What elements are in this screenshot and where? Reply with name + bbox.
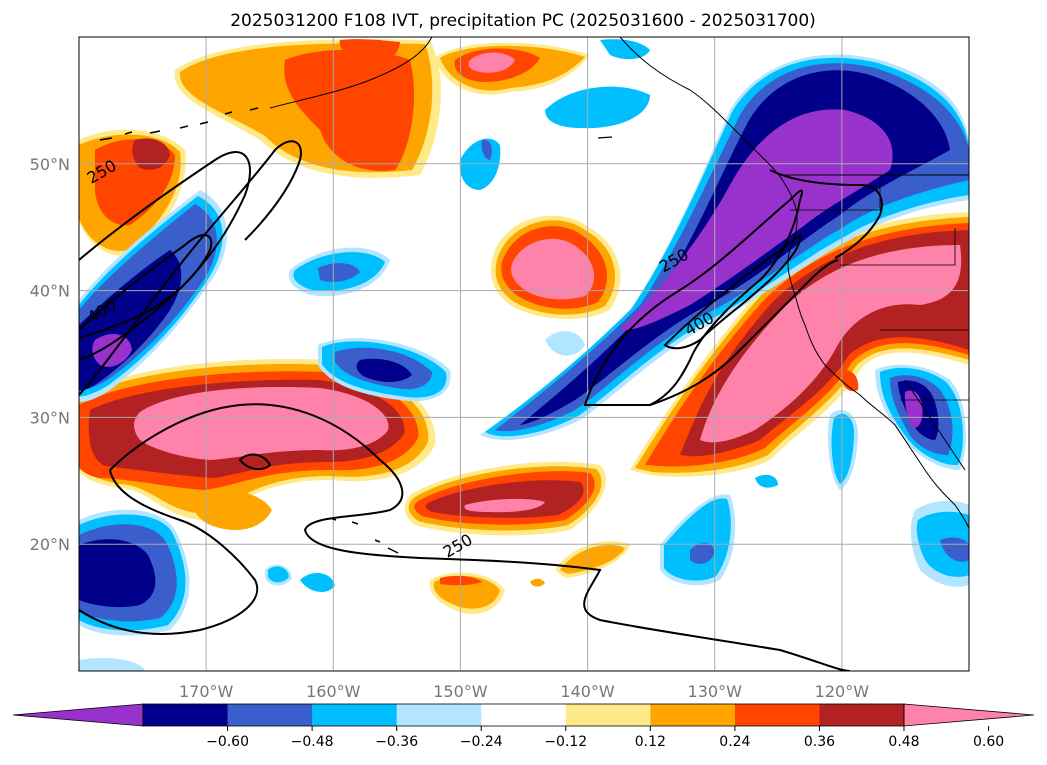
fill-strong-neg	[620, 109, 893, 331]
fill-p2c	[530, 578, 545, 587]
ivt-contour-250-east	[583, 189, 803, 406]
colorbar-frame	[142, 703, 905, 727]
ivt-contour-250-south	[109, 403, 851, 671]
ivt-contour-400-south	[238, 453, 272, 471]
lat-tick-label: 50°N	[30, 155, 70, 174]
colorbar-extend-low	[12, 703, 144, 727]
fill-l3g	[268, 566, 289, 583]
lon-tick-label: 140°W	[560, 682, 615, 701]
ivt-contour-250-ne	[769, 169, 883, 259]
fill-l3j	[755, 474, 778, 488]
fill-l1b	[79, 539, 156, 608]
lat-tick-label: 30°N	[30, 408, 70, 427]
lat-tick-label: 40°N	[30, 282, 70, 301]
ivt-contour-250-west	[79, 151, 251, 361]
region-hawaii-positive	[429, 541, 630, 614]
graticule	[79, 37, 969, 671]
fill-p4	[132, 138, 170, 170]
fill-l3i	[831, 414, 854, 484]
ivt-contour-250-east-2	[649, 259, 839, 406]
precip-pc-field	[79, 39, 969, 671]
colorbar-tick-label: 0.12	[635, 734, 666, 750]
fill-l2c	[481, 139, 493, 160]
colorbar-swatch	[227, 704, 313, 726]
figure-title: 2025031200 F108 IVT, precipitation PC (2…	[230, 11, 816, 31]
colorbar-tick-label: −0.60	[206, 734, 249, 750]
ivt-contours	[79, 140, 883, 671]
fill-l3h	[300, 573, 335, 592]
colorbar-extend-high	[903, 703, 1035, 727]
fill-p5	[511, 238, 595, 300]
lon-tick-label: 120°W	[815, 682, 870, 701]
map-frame	[78, 36, 970, 672]
colorbar-swatch	[481, 704, 567, 726]
fill-p5	[134, 387, 389, 460]
colorbar-tick-label: 0.36	[804, 734, 835, 750]
fill-l4b	[545, 330, 585, 356]
lat-tick-label: 20°N	[30, 535, 70, 554]
baja-coast	[904, 379, 966, 471]
colorbar-tick-label: −0.24	[460, 734, 503, 750]
aleutian-islands	[99, 107, 259, 141]
colorbar-swatch	[143, 704, 229, 726]
alaska-coast	[269, 37, 433, 109]
colorbar-tick-label: 0.60	[973, 734, 1004, 750]
fill-l3e	[600, 39, 650, 60]
region-alaska-positive	[174, 39, 441, 178]
fill-p5	[464, 498, 545, 513]
fill-p3b	[840, 369, 859, 392]
fill-l3f	[664, 498, 731, 581]
island-small	[597, 136, 613, 139]
fill-l1b	[356, 358, 412, 382]
colorbar: −0.60 −0.48 −0.36 −0.24 −0.12 0.12 0.24 0.36 0.4…	[12, 703, 1035, 750]
fill-l2f	[690, 542, 715, 564]
ivt-contour-250-outer	[79, 140, 302, 396]
fill-p5	[700, 245, 962, 443]
colorbar-tick-label: 0.24	[719, 734, 750, 750]
state-border-1	[790, 175, 881, 211]
fill-l2l	[940, 537, 969, 562]
fill-p3	[284, 49, 415, 171]
lon-tick-label: 150°W	[433, 682, 488, 701]
fill-p5	[468, 52, 515, 73]
ivt-contour-400-east	[663, 232, 802, 350]
ivt-contour-250-south-inner	[79, 469, 258, 635]
lon-tick-labels: 170°W 160°W 150°W 140°W 130°W 120°W	[179, 682, 869, 701]
ivt-contour-400-west	[79, 234, 213, 339]
fill-p2b	[193, 490, 272, 530]
region-southern-positive	[404, 461, 606, 536]
lon-tick-label: 170°W	[179, 682, 234, 701]
colorbar-tick-label: −0.48	[291, 734, 334, 750]
colorbar-swatch	[565, 704, 651, 726]
state-border-2	[840, 228, 956, 266]
colorbar-swatch	[396, 704, 482, 726]
colorbar-tick-label: 0.48	[888, 734, 919, 750]
fill-l2	[318, 263, 360, 282]
fill-p3	[440, 575, 482, 586]
lon-tick-label: 130°W	[688, 682, 743, 701]
fill-l3d	[545, 86, 650, 129]
colorbar-swatch	[734, 704, 820, 726]
colorbar-swatch	[312, 704, 398, 726]
bc-coast	[619, 37, 969, 529]
colorbar-swatch	[650, 704, 736, 726]
fill-p3b	[339, 39, 400, 64]
region-aleutian-positive	[435, 42, 590, 95]
lon-tick-label: 160°W	[306, 682, 361, 701]
colorbar-tick-label: −0.36	[375, 734, 418, 750]
lat-tick-labels: 20°N 30°N 40°N 50°N	[30, 155, 70, 554]
colorbar-tick-label: −0.12	[544, 734, 587, 750]
fill-l4m	[79, 658, 145, 671]
colorbar-swatch	[819, 704, 905, 726]
